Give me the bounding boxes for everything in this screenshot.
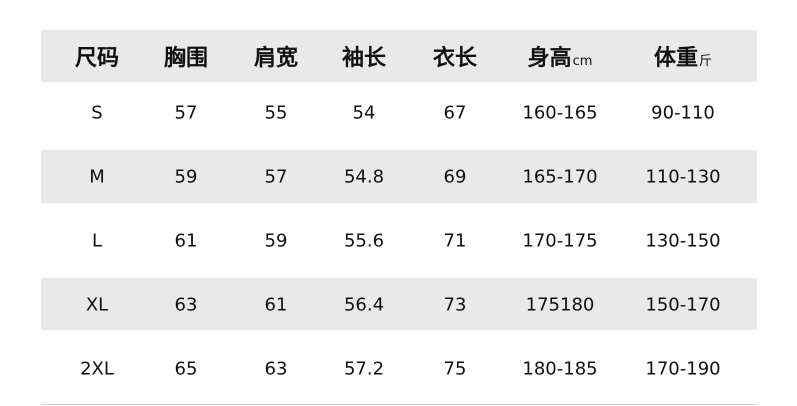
header-text: 身高 [527, 46, 572, 71]
body-row [41, 278, 757, 330]
header-text: 衣长 [432, 46, 478, 71]
body-cell: 170-175 [522, 230, 598, 252]
body-cell: 55.6 [343, 230, 385, 252]
body-cell: 63 [264, 358, 288, 380]
body-cell: 110-130 [645, 166, 721, 188]
header-text: 肩宽 [253, 46, 299, 71]
body-cell: 73 [443, 294, 467, 316]
header-text: 袖长 [341, 46, 387, 71]
bottom-rule [41, 404, 757, 405]
body-cell: 61 [264, 294, 288, 316]
header-cell: 身高cm [528, 40, 593, 72]
header-cell: 袖长 [342, 40, 386, 72]
header-unit: 斤 [699, 54, 713, 69]
body-cell: 55 [264, 102, 288, 124]
body-cell: 71 [443, 230, 467, 252]
header-cell: 肩宽 [254, 40, 298, 72]
body-cell: 130-150 [645, 230, 721, 252]
body-cell: 75 [443, 358, 467, 380]
body-cell: 59 [174, 166, 198, 188]
body-cell: 150-170 [645, 294, 721, 316]
body-cell: 54 [352, 102, 376, 124]
body-cell: 175180 [525, 294, 595, 316]
body-cell: 165-170 [522, 166, 598, 188]
header-cell: 胸围 [164, 40, 208, 72]
header-text: 胸围 [163, 46, 209, 71]
body-cell: 160-165 [522, 102, 598, 124]
body-cell: L [91, 230, 103, 252]
body-row [41, 150, 757, 203]
body-cell: 67 [443, 102, 467, 124]
body-cell: 170-190 [645, 358, 721, 380]
body-cell: 63 [174, 294, 198, 316]
body-cell: 57 [264, 166, 288, 188]
body-cell: 90-110 [651, 102, 715, 124]
body-cell: 61 [174, 230, 198, 252]
header-row [41, 30, 757, 82]
body-cell: S [91, 102, 103, 124]
body-cell: M [89, 166, 105, 188]
body-cell: 69 [443, 166, 467, 188]
body-cell: 180-185 [522, 358, 598, 380]
body-cell: 65 [174, 358, 198, 380]
body-cell: 54.8 [343, 166, 385, 188]
header-text: 尺码 [74, 46, 120, 71]
header-cell: 体重斤 [654, 40, 712, 72]
body-cell: 57 [174, 102, 198, 124]
header-cell: 衣长 [433, 40, 477, 72]
body-cell: 56.4 [343, 294, 385, 316]
body-cell: 2XL [80, 358, 114, 380]
body-cell: 57.2 [343, 358, 385, 380]
header-cell: 尺码 [75, 40, 119, 72]
header-text: 体重 [653, 46, 698, 71]
header-unit: cm [572, 54, 593, 69]
body-cell: XL [85, 294, 109, 316]
body-cell: 59 [264, 230, 288, 252]
